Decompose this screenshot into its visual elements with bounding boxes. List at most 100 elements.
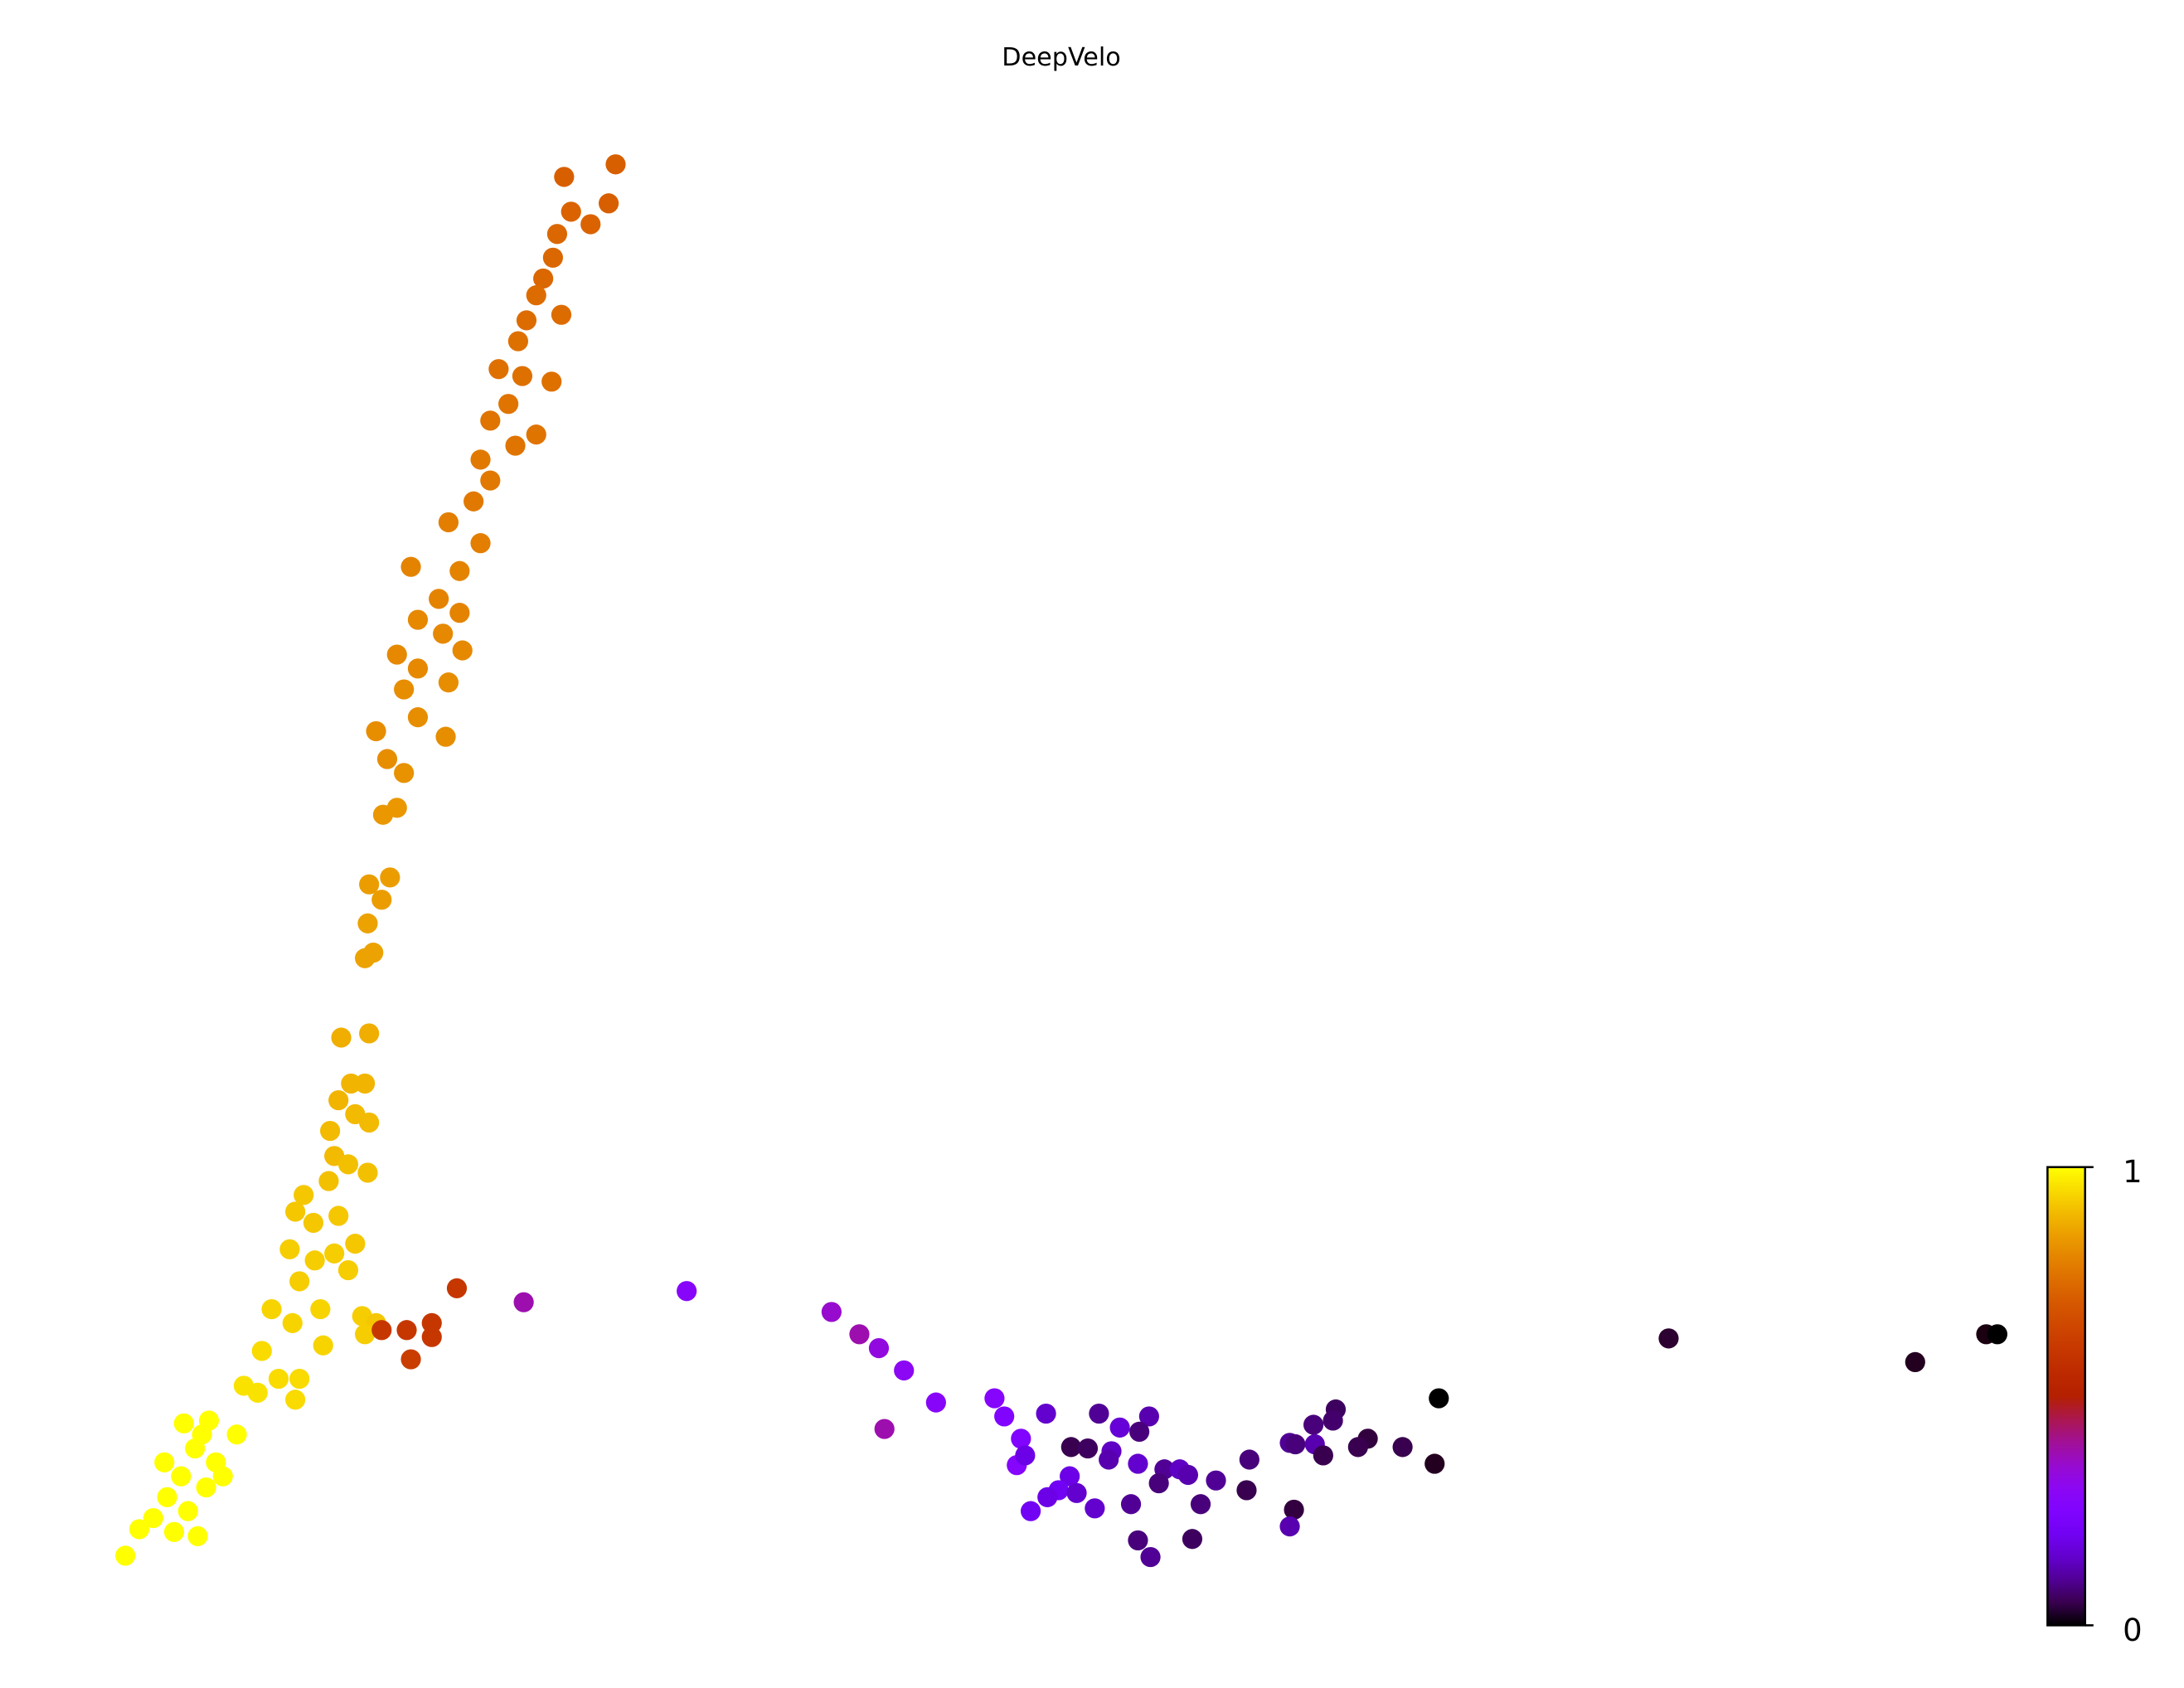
data-point (452, 640, 473, 661)
data-point (366, 720, 386, 742)
data-point (449, 560, 470, 581)
data-point (1060, 1466, 1080, 1487)
data-point (400, 1349, 421, 1370)
data-point (1285, 1433, 1306, 1455)
data-point (129, 1519, 150, 1540)
data-point (1077, 1438, 1099, 1459)
data-point (1128, 1453, 1148, 1474)
data-point (285, 1201, 306, 1222)
data-point (1177, 1464, 1199, 1486)
data-point (925, 1392, 946, 1413)
data-point (289, 1368, 310, 1390)
data-point (1424, 1453, 1445, 1474)
data-point (394, 679, 415, 700)
data-point (212, 1466, 233, 1487)
data-point (470, 533, 491, 554)
data-point (313, 1335, 333, 1356)
data-point (1060, 1437, 1081, 1458)
data-point (359, 1023, 380, 1044)
data-point (1120, 1494, 1142, 1515)
data-point (526, 424, 546, 445)
data-point (173, 1413, 194, 1433)
data-point (407, 609, 429, 630)
data-point (533, 268, 554, 289)
data-point (1236, 1480, 1257, 1501)
data-point (187, 1526, 208, 1546)
data-point (446, 1278, 468, 1298)
data-point (516, 310, 537, 331)
data-point (1109, 1417, 1130, 1438)
data-point (1020, 1501, 1041, 1521)
data-point (561, 201, 581, 222)
data-point (177, 1501, 198, 1521)
data-point (303, 1212, 324, 1234)
data-point (394, 763, 415, 783)
data-point (580, 214, 601, 235)
data-point (1182, 1529, 1203, 1550)
data-point (1313, 1445, 1333, 1466)
data-point (143, 1507, 163, 1529)
data-point (498, 394, 519, 415)
data-point (1011, 1428, 1031, 1449)
data-point (226, 1424, 247, 1445)
data-point (1066, 1482, 1087, 1503)
data-point (294, 1185, 314, 1205)
data-point (400, 556, 421, 577)
data-point (449, 603, 470, 623)
data-point (1128, 1530, 1148, 1551)
data-point (821, 1302, 842, 1322)
data-point (438, 512, 459, 533)
data-point (192, 1424, 212, 1445)
data-point (421, 1327, 442, 1347)
data-point (554, 167, 575, 187)
data-point (1905, 1351, 1925, 1372)
data-point (480, 410, 501, 431)
data-point (359, 1112, 380, 1133)
data-point (1284, 1499, 1304, 1521)
data-point (1015, 1445, 1036, 1466)
data-point (1347, 1437, 1368, 1458)
colorbar-label-max: 1 (2123, 1154, 2143, 1190)
data-point (154, 1452, 175, 1472)
data-point (438, 672, 459, 693)
data-point (407, 658, 429, 679)
data-point (328, 1089, 349, 1111)
data-point (279, 1239, 300, 1259)
data-point (1206, 1470, 1226, 1491)
data-point (849, 1324, 870, 1345)
data-point (541, 371, 562, 392)
points-layer (115, 154, 2007, 1568)
data-point (546, 224, 568, 245)
data-point (386, 644, 407, 665)
data-point (407, 707, 429, 728)
data-point (372, 804, 394, 825)
data-point (324, 1243, 345, 1264)
data-point (355, 1073, 376, 1094)
data-point (376, 749, 398, 769)
data-point (1392, 1437, 1413, 1458)
data-point (526, 285, 546, 306)
data-point (289, 1271, 310, 1292)
data-point (868, 1338, 890, 1359)
data-point (551, 304, 572, 325)
data-point (268, 1368, 289, 1390)
data-point (1129, 1421, 1150, 1442)
data-point (337, 1259, 359, 1281)
data-point (157, 1487, 177, 1507)
data-point (505, 435, 526, 456)
data-point (196, 1477, 216, 1498)
data-point (359, 874, 380, 895)
data-point (1190, 1494, 1211, 1515)
data-point (1303, 1414, 1324, 1435)
data-point (163, 1521, 185, 1542)
data-point (994, 1406, 1015, 1427)
colorbar: 1 0 (2046, 1154, 2143, 1648)
data-point (507, 331, 528, 352)
data-point (318, 1171, 339, 1191)
data-point (341, 1073, 362, 1094)
data-point (470, 449, 491, 470)
data-point (488, 359, 509, 380)
data-point (371, 1320, 392, 1341)
data-point (1658, 1328, 1679, 1349)
